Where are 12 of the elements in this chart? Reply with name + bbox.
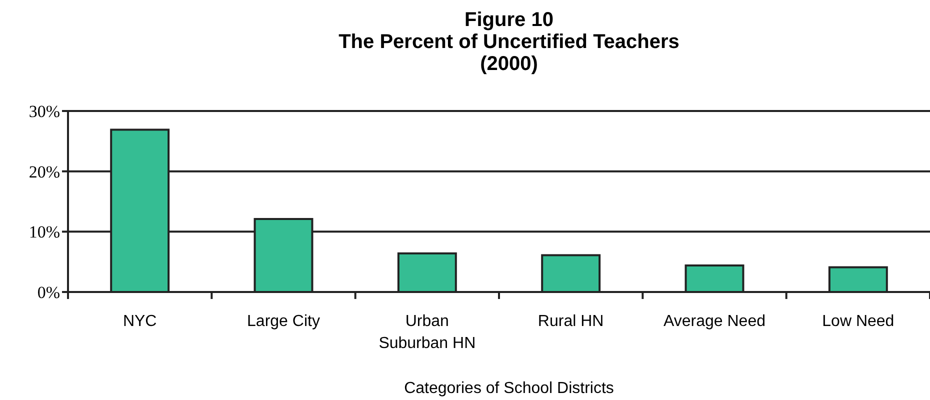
x-axis-title: Categories of School Districts (404, 380, 614, 397)
x-tick-label: Large City (247, 313, 320, 330)
chart-title: Figure 10 The Percent of Uncertified Teachers (2000) (338, 9, 680, 75)
x-tick-label: Urban Suburban HN (378, 313, 476, 352)
x-tick-label: NYC (122, 313, 157, 330)
x-tick-label: Average Need (664, 313, 766, 330)
y-tick-label: 10% (28, 222, 60, 242)
y-tick-label: 20% (28, 162, 60, 182)
x-tick-label: Low Need (822, 313, 894, 330)
x-tick-label: Rural HN (538, 313, 604, 330)
y-tick-label: 30% (28, 102, 60, 121)
y-tick-label: 0% (37, 283, 60, 302)
